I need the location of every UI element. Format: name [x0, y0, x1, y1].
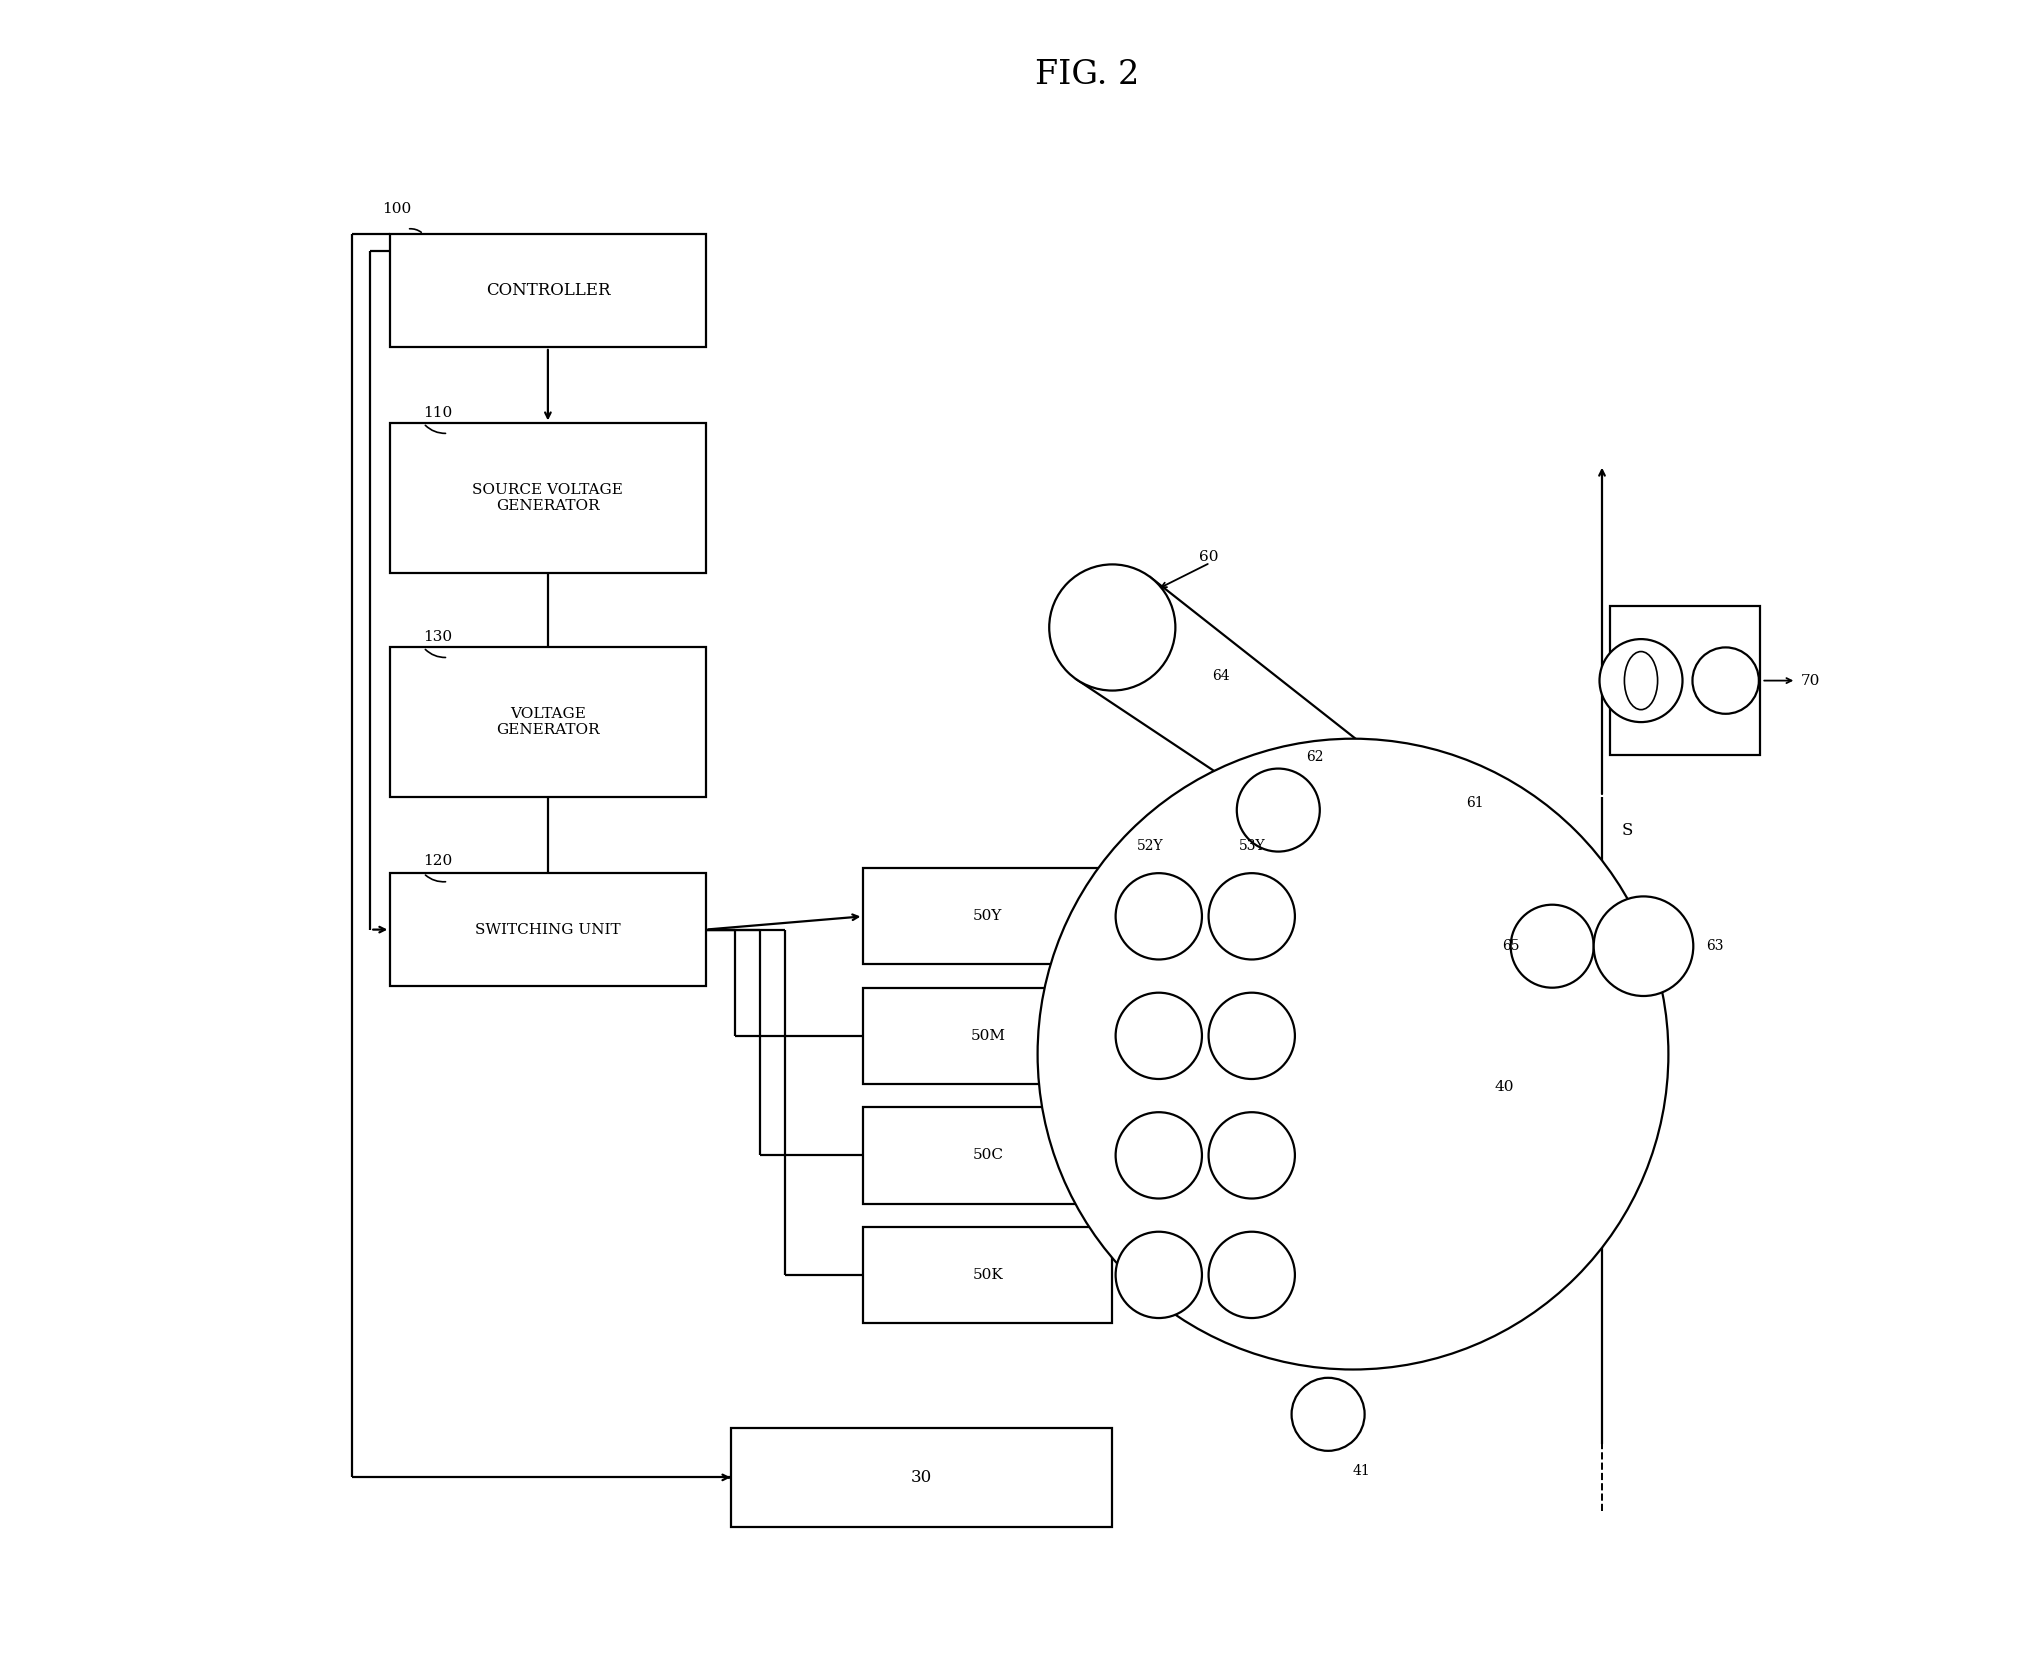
Text: 65: 65: [1503, 940, 1519, 953]
Circle shape: [1115, 1232, 1203, 1318]
Bar: [864, 868, 1113, 964]
Text: 61: 61: [1466, 797, 1482, 810]
Circle shape: [1115, 993, 1203, 1079]
Text: 110: 110: [423, 407, 453, 420]
Circle shape: [1037, 739, 1668, 1370]
Circle shape: [1209, 873, 1295, 959]
Text: 62: 62: [1307, 750, 1323, 764]
Bar: [864, 988, 1113, 1084]
Circle shape: [1593, 896, 1693, 996]
Bar: [1611, 606, 1760, 755]
Bar: [390, 647, 707, 797]
Circle shape: [1115, 873, 1203, 959]
Circle shape: [1050, 564, 1176, 691]
Text: SOURCE VOLTAGE
GENERATOR: SOURCE VOLTAGE GENERATOR: [472, 483, 623, 513]
Text: 30: 30: [911, 1469, 931, 1486]
Circle shape: [1209, 993, 1295, 1079]
Text: 52Y: 52Y: [1137, 840, 1164, 853]
Text: CONTROLLER: CONTROLLER: [486, 282, 611, 299]
Text: SWITCHING UNIT: SWITCHING UNIT: [476, 923, 621, 936]
Circle shape: [1115, 1112, 1203, 1199]
Text: 40: 40: [1495, 1081, 1515, 1094]
Text: 50M: 50M: [970, 1029, 1005, 1042]
Ellipse shape: [1623, 652, 1658, 710]
Bar: [864, 1107, 1113, 1204]
Bar: [731, 1428, 1113, 1527]
Text: 60: 60: [1199, 551, 1219, 564]
Bar: [864, 1227, 1113, 1323]
Text: 130: 130: [423, 631, 453, 644]
Circle shape: [1511, 905, 1593, 988]
Text: 120: 120: [423, 855, 453, 868]
Text: 41: 41: [1354, 1464, 1370, 1477]
Circle shape: [1293, 1378, 1364, 1451]
Text: 50K: 50K: [972, 1268, 1003, 1282]
Circle shape: [1599, 639, 1683, 722]
Text: VOLTAGE
GENERATOR: VOLTAGE GENERATOR: [496, 707, 600, 737]
Circle shape: [1693, 647, 1758, 714]
Bar: [390, 423, 707, 573]
Text: 50Y: 50Y: [974, 910, 1003, 923]
Text: FIG. 2: FIG. 2: [1035, 58, 1139, 91]
Text: 53Y: 53Y: [1237, 840, 1266, 853]
Text: 100: 100: [382, 203, 410, 216]
Text: 50C: 50C: [972, 1149, 1003, 1162]
Text: S: S: [1621, 822, 1634, 838]
Circle shape: [1209, 1112, 1295, 1199]
Bar: [390, 873, 707, 986]
Text: 64: 64: [1211, 669, 1229, 682]
Text: 63: 63: [1707, 940, 1723, 953]
Text: 70: 70: [1801, 674, 1821, 687]
Circle shape: [1237, 769, 1319, 852]
Bar: [390, 234, 707, 347]
Circle shape: [1209, 1232, 1295, 1318]
